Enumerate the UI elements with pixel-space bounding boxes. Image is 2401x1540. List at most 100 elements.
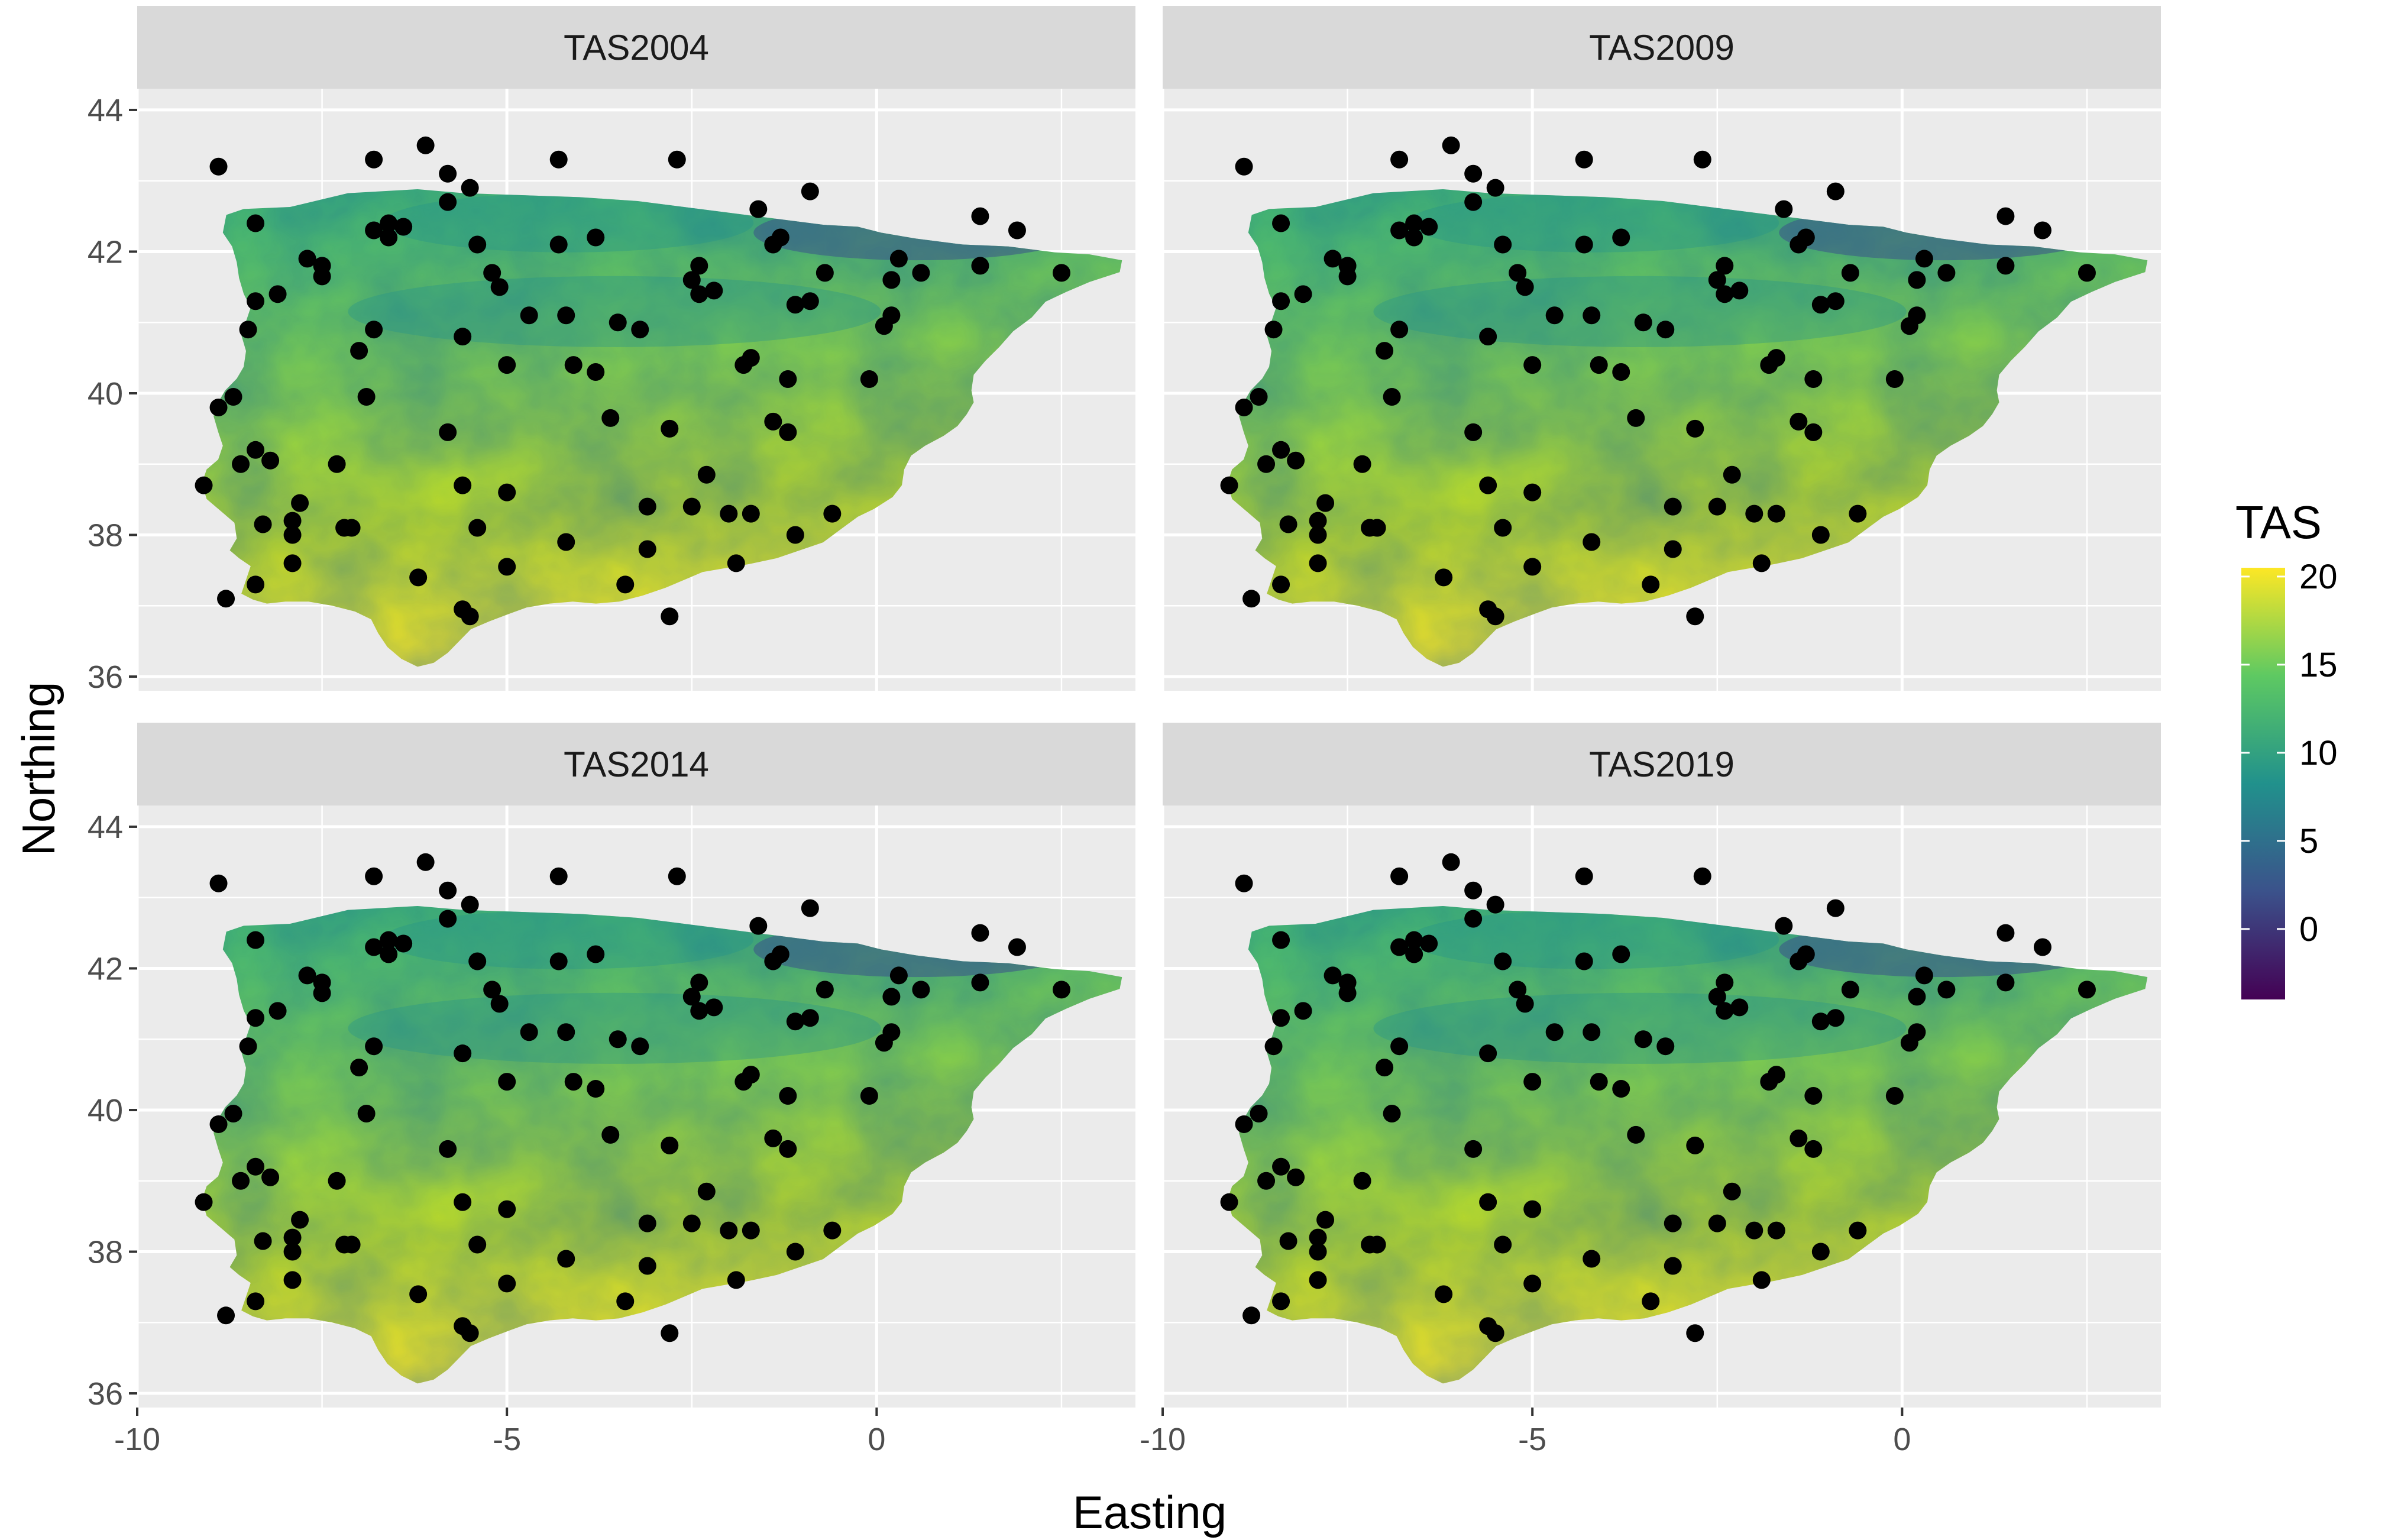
station-point [1612, 363, 1630, 381]
station-point [549, 150, 568, 169]
station-point [1752, 554, 1771, 572]
station-point [860, 370, 878, 389]
station-point [1486, 607, 1504, 626]
station-point [1826, 1009, 1845, 1027]
station-point [439, 423, 457, 441]
station-point [1435, 568, 1453, 587]
station-point [409, 568, 428, 587]
station-point [1642, 575, 1660, 594]
station-point [1405, 945, 1423, 963]
station-point [1464, 910, 1483, 928]
facet-strip [1163, 723, 2161, 805]
station-point [313, 984, 331, 1002]
x-tick-label: -10 [114, 1422, 160, 1457]
station-point [1272, 441, 1290, 459]
station-point [254, 1232, 272, 1250]
station-point [483, 981, 501, 999]
station-point [1464, 1140, 1483, 1158]
station-point [1915, 250, 1933, 268]
facet-title: TAS2019 [1589, 745, 1735, 784]
station-point [439, 1140, 457, 1158]
station-point [1442, 136, 1460, 154]
station-point [549, 867, 568, 885]
station-point [283, 554, 302, 572]
station-point [1435, 1285, 1453, 1303]
station-point [1008, 221, 1026, 240]
station-point [816, 981, 834, 999]
station-point [232, 455, 250, 473]
facet-panel-tas2009: TAS2009 [1161, 6, 2161, 691]
station-point [498, 558, 516, 576]
station-point [328, 1172, 346, 1190]
station-point [342, 519, 361, 537]
station-point [1220, 1193, 1238, 1211]
station-point [1405, 931, 1423, 949]
station-point [1309, 554, 1327, 572]
station-point [1235, 874, 1253, 892]
station-point [1767, 1221, 1785, 1240]
station-point [2033, 221, 2051, 240]
station-point [549, 235, 568, 254]
x-tick-label: 0 [868, 1422, 885, 1457]
station-point [1509, 264, 1527, 282]
station-point [609, 313, 627, 332]
station-point [247, 1157, 265, 1176]
station-point [461, 1324, 479, 1342]
station-point [601, 1125, 620, 1144]
station-point [439, 193, 457, 211]
facet-title: TAS2009 [1589, 28, 1735, 67]
station-point [1272, 214, 1290, 232]
legend-label: 15 [2299, 646, 2338, 684]
station-point [461, 179, 479, 197]
station-point [283, 512, 302, 530]
station-point [439, 164, 457, 183]
station-point [217, 590, 235, 608]
station-point [801, 899, 819, 917]
station-point [1052, 264, 1070, 282]
station-point [490, 995, 509, 1013]
station-point [1479, 1044, 1497, 1063]
station-point [1368, 1235, 1386, 1254]
station-point [1220, 476, 1238, 494]
station-point [860, 1087, 878, 1105]
station-point [365, 938, 383, 956]
station-point [1790, 1129, 1808, 1147]
station-point [1811, 1012, 1830, 1031]
station-point [328, 455, 346, 473]
station-point [1664, 1257, 1682, 1275]
station-point [239, 321, 257, 339]
station-point [461, 607, 479, 626]
station-point [1790, 412, 1808, 431]
y-tick-label: 40 [88, 376, 123, 412]
station-point [786, 1012, 804, 1031]
station-point [682, 1214, 701, 1232]
station-point [224, 387, 242, 406]
station-point [1804, 370, 1823, 389]
station-point [1052, 981, 1070, 999]
station-point [1242, 1306, 1261, 1325]
station-point [1627, 409, 1645, 427]
station-point [1583, 1250, 1601, 1268]
station-point [1523, 483, 1542, 502]
facet-title: TAS2004 [564, 28, 709, 67]
station-point [498, 1274, 516, 1293]
station-point [1590, 1073, 1608, 1091]
facet-strip [137, 6, 1135, 89]
station-point [394, 218, 413, 236]
station-point [682, 988, 701, 1006]
station-point [1716, 257, 1734, 275]
color-bar [2241, 568, 2285, 999]
station-point [1996, 973, 2015, 992]
station-point [1575, 952, 1593, 970]
station-point [601, 409, 620, 427]
station-point [1264, 1037, 1283, 1056]
station-point [254, 515, 272, 533]
station-point [1996, 207, 2015, 225]
station-point [971, 973, 989, 992]
station-point [380, 228, 398, 247]
station-point [1516, 278, 1534, 296]
station-point [1760, 1073, 1778, 1091]
station-point [587, 228, 605, 247]
station-point [1279, 515, 1297, 533]
station-point [1486, 1324, 1504, 1342]
